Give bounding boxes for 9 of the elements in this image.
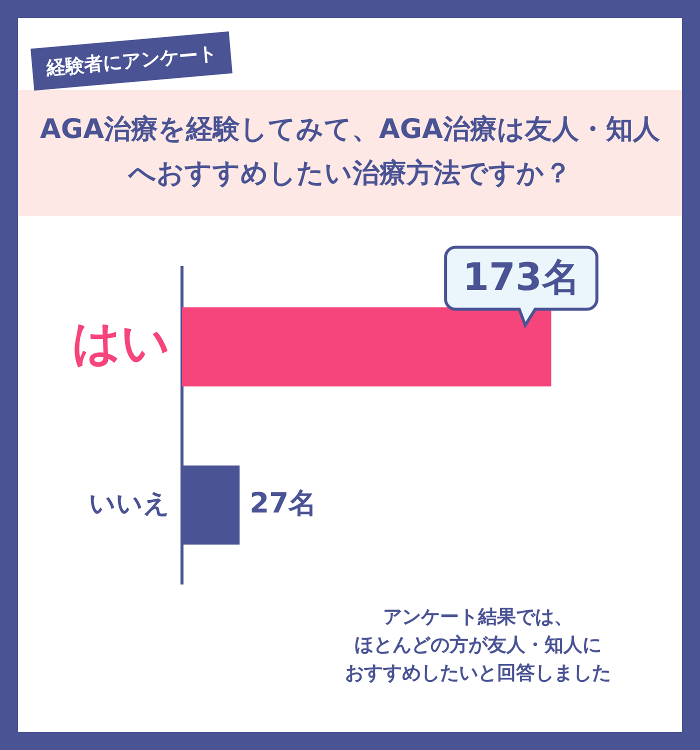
text: おすすめしたいと回答しました (344, 661, 612, 686)
data-label: 27名 (250, 486, 317, 520)
data-label: 173名 (462, 255, 580, 300)
text: アンケート結果では、 (382, 605, 574, 630)
chart-title: AGA治療を経験してみて、AGA治療は友人・知人へおすすめしたい治療方法ですか？ (39, 113, 661, 191)
text: ほとんどの方が友人・知人に (354, 633, 602, 658)
y-tick-label: いいえ (89, 488, 170, 519)
y-tick-label: はい (72, 315, 170, 372)
chart-subtitle: 経験者にアンケート (30, 31, 232, 91)
